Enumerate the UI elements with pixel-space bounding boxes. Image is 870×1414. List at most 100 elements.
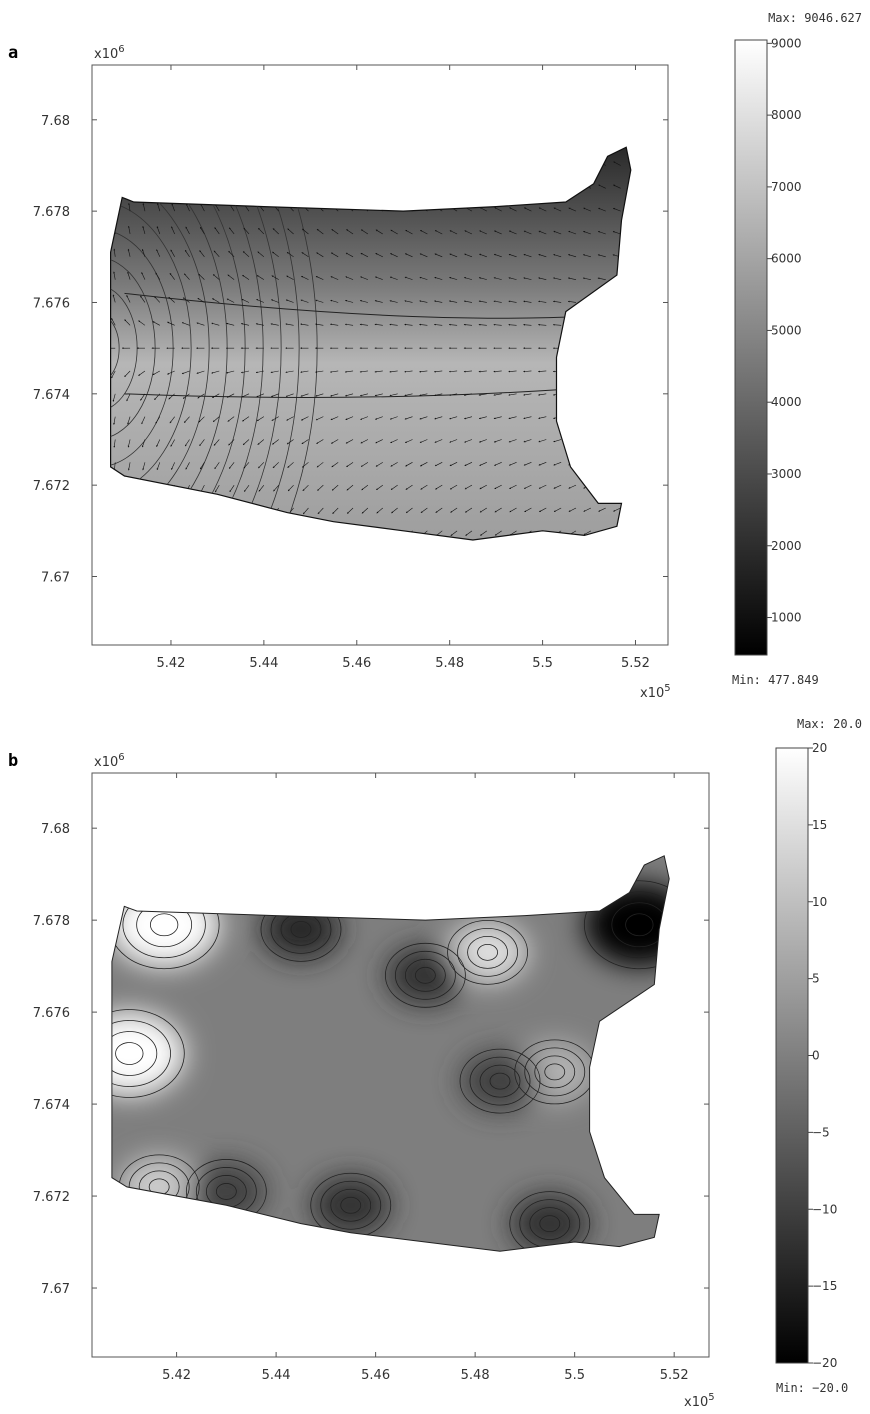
quiver-arrow [257, 251, 265, 258]
quiver-arrow [464, 462, 473, 466]
quiver-arrow [389, 276, 398, 280]
quiver-arrow [155, 272, 161, 280]
quiver-arrow [171, 203, 175, 212]
contour-line [330, 1188, 372, 1222]
quiver-arrow [464, 439, 473, 443]
x-tick-label: 5.5 [532, 656, 553, 671]
quiver-arrow [111, 317, 116, 326]
quiver-arrow [255, 370, 264, 374]
quiver-arrow [229, 204, 235, 212]
quiver-arrow [316, 439, 324, 444]
quiver-arrow [141, 248, 146, 257]
quiver-arrow [197, 297, 205, 303]
quiver-arrow [375, 462, 383, 467]
y-tick-label: 7.676 [33, 296, 70, 311]
quiver-arrow [450, 530, 458, 536]
quiver-arrow [567, 300, 577, 303]
quiver-arrow [479, 439, 487, 443]
quiver-arrow [258, 462, 265, 469]
quiver-arrow [182, 393, 190, 399]
quiver-arrow [508, 416, 517, 420]
quiver-arrow [493, 370, 502, 373]
quiver-arrow [270, 323, 279, 326]
quiver-arrow [553, 484, 562, 489]
quiver-arrow [433, 323, 443, 326]
quiver-arrow [538, 277, 547, 280]
quiver-arrow [331, 252, 339, 258]
quiver-arrow [508, 393, 517, 396]
quiver-arrow [273, 484, 279, 492]
quiver-arrow [523, 300, 532, 303]
quiver-arrow [508, 439, 517, 443]
quiver-arrow [538, 207, 547, 212]
quiver-arrow [199, 439, 205, 447]
quiver-arrow [171, 462, 175, 470]
quiver-arrow [112, 294, 116, 303]
quiver-arrow [509, 484, 517, 489]
quiver-arrow [523, 207, 532, 212]
quiver-arrow [329, 370, 339, 373]
quiver-arrow [331, 462, 339, 468]
contour-line [124, 292, 590, 319]
quiver-arrow [360, 439, 369, 444]
contour-line [583, 880, 670, 970]
quiver-arrow [360, 416, 369, 420]
quiver-arrow [493, 416, 502, 420]
quiver-arrow [330, 393, 339, 397]
quiver-arrow [258, 484, 265, 492]
quiver-arrow [285, 370, 294, 374]
contour-line [477, 943, 498, 961]
quiver-arrow [463, 323, 473, 326]
contour-line [414, 966, 436, 984]
quiver-arrow [523, 393, 532, 396]
quiver-arrow [404, 300, 413, 303]
quiver-arrow [360, 462, 369, 467]
colorbar-tick-label: 2000 [771, 539, 802, 553]
contour-line [459, 1048, 541, 1114]
contour-line [111, 1020, 171, 1087]
quiver-arrow [493, 300, 502, 303]
quiver-arrow [167, 370, 175, 375]
quiver-arrow [597, 254, 606, 258]
quiver-arrow [508, 300, 517, 303]
quiver-arrow [142, 203, 146, 212]
quiver-arrow [419, 393, 428, 397]
quiver-arrow [420, 462, 428, 467]
quiver-arrow [390, 462, 398, 467]
quiver-arrow [478, 370, 487, 373]
quiver-arrow [449, 230, 458, 235]
quiver-arrow [156, 249, 161, 257]
colorbar-tick-label: 1000 [771, 611, 802, 625]
quiver-arrow [113, 462, 116, 471]
quiver-arrow [463, 393, 473, 396]
contour-line [110, 200, 192, 496]
quiver-arrow [185, 462, 190, 470]
quiver-arrow [374, 370, 383, 373]
quiver-arrow [330, 416, 339, 421]
panel-b: b x106 x105 5.42 5.44 5.46 5.48 5.5 5.52 7.67 7… [8, 717, 862, 1410]
quiver-arrow [128, 202, 131, 212]
contour-line [124, 388, 566, 398]
quiver-arrow [226, 322, 235, 326]
quiver-arrow [553, 230, 562, 235]
quiver-arrow [374, 323, 383, 326]
quiver-arrow [127, 462, 131, 471]
quiver-arrow [138, 320, 146, 326]
quiver-arrow [493, 393, 502, 396]
quiver-arrow [389, 323, 398, 326]
quiver-arrow [112, 393, 116, 402]
quiver-arrow [463, 370, 473, 373]
quiver-arrow [198, 273, 205, 280]
quiver-arrow [316, 252, 324, 258]
quiver-arrow [494, 530, 502, 536]
quiver-arrow [450, 507, 458, 513]
quiver-arrow [199, 462, 205, 470]
quiver-arrow [155, 416, 161, 424]
quiver-arrow [463, 416, 473, 420]
quiver-arrow [315, 370, 324, 373]
quiver-arrow [391, 507, 398, 514]
quiver-arrow [523, 462, 532, 466]
quiver-arrow [598, 207, 606, 212]
quiver-arrow [300, 323, 309, 326]
quiver-arrow [169, 272, 175, 280]
